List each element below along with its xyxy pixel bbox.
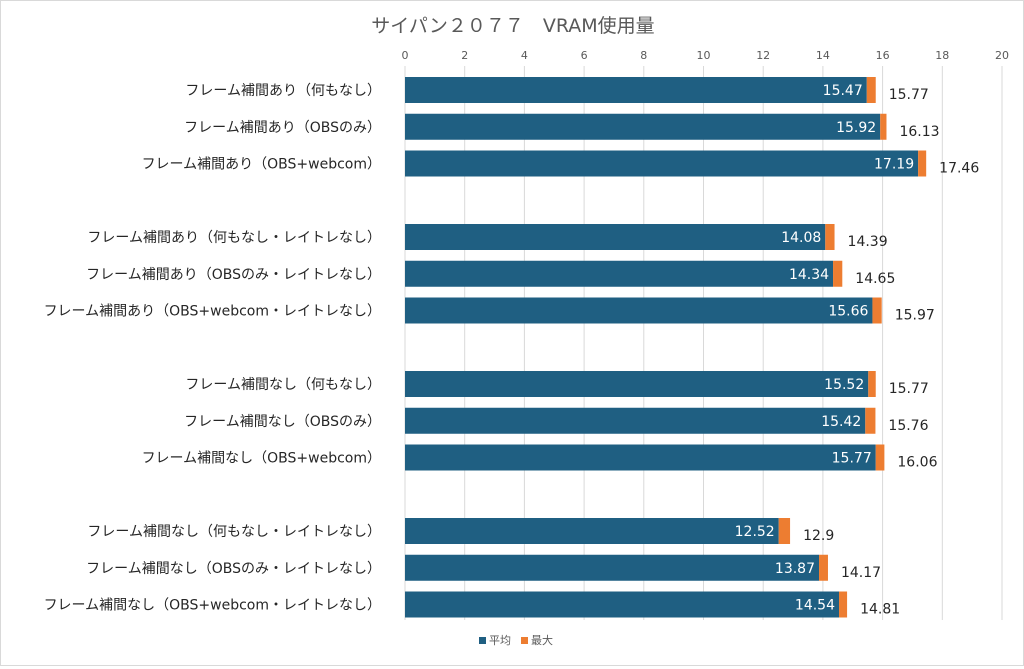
bar-max [880,113,887,140]
bar-average [405,371,869,397]
data-label-max: 16.06 [897,455,937,471]
data-label-average: 15.66 [828,304,868,320]
data-label-average: 15.92 [836,120,876,136]
x-tick-label: 0 [402,49,409,62]
bar-average [405,554,820,581]
category-label: フレーム補間あり（OBS+webcom・レイトレなし） [44,304,381,320]
bar-average [405,150,919,177]
bar-average [405,260,834,287]
legend-label-max: 最大 [531,633,553,647]
category-label: フレーム補間なし（何もなし・レイトレなし） [87,524,381,540]
bar-average [405,77,867,103]
data-label-max: 14.39 [848,234,888,250]
bar-max [778,518,791,544]
category-label: フレーム補間なし（何もなし） [185,377,381,393]
data-label-max: 15.77 [889,381,929,397]
x-tick-label: 16 [876,49,890,62]
data-label-average: 14.08 [781,230,821,246]
x-axis-ticks: 0 2 4 6 8 10 12 14 16 18 20 [402,49,1010,62]
data-label-max: 17.46 [939,161,979,177]
bar-average [405,224,826,250]
x-tick-label: 20 [995,49,1009,62]
data-label-average: 13.87 [775,561,815,577]
bar-max [872,297,882,324]
data-label-average: 15.52 [824,377,864,393]
data-label-max: 15.77 [889,87,929,103]
data-label-max: 15.76 [888,418,928,434]
x-tick-label: 10 [697,49,711,62]
category-label: フレーム補間あり（OBSのみ・レイトレなし） [86,267,381,283]
bar-max [875,444,885,471]
x-tick-label: 2 [461,49,468,62]
data-label-max: 14.65 [855,271,895,287]
x-tick-label: 18 [935,49,949,62]
data-label-average: 15.42 [821,414,861,430]
data-label-average: 15.77 [832,451,872,467]
bar-average [405,444,876,471]
category-label: フレーム補間あり（何もなし） [185,83,381,99]
bar-max [868,371,876,397]
bar-max [839,591,848,618]
category-labels: フレーム補間あり（何もなし） フレーム補間あり（OBSのみ） フレーム補間あり（OB… [44,83,381,614]
chart-title: サイパン２０７７ VRAM使用量 [371,15,654,37]
data-label-max: 14.17 [841,565,881,581]
category-label: フレーム補間なし（OBSのみ・レイトレなし） [86,561,381,577]
data-label-average: 15.47 [823,83,863,99]
category-label: フレーム補間あり（OBS+webcom） [142,157,381,173]
legend: 平均 最大 [479,633,553,647]
category-label: フレーム補間なし（OBS+webcom） [142,451,381,467]
x-tick-label: 12 [756,49,770,62]
bar-max [825,224,835,250]
category-label: フレーム補間なし（OBS+webcom・レイトレなし） [44,598,381,614]
category-label: フレーム補間あり（OBSのみ） [184,120,381,136]
data-label-average: 14.34 [789,267,829,283]
data-label-max: 12.9 [803,528,834,544]
data-label-max: 14.81 [860,602,900,618]
legend-swatch-avg [479,637,486,644]
data-label-average: 12.52 [735,524,775,540]
category-label: フレーム補間なし（OBSのみ） [184,414,381,430]
bar-max [866,77,876,103]
data-label-average: 17.19 [874,157,914,173]
data-label-max: 15.97 [895,308,935,324]
bar-average [405,297,873,324]
bar-average [405,113,881,140]
x-tick-label: 6 [581,49,588,62]
bar-average [405,591,840,618]
data-label-average: 14.54 [795,598,835,614]
bar-average [405,407,866,434]
x-tick-label: 4 [521,49,528,62]
bars: 15.47 15.77 15.92 16.13 17.19 17.46 14.08 14.39… [405,77,979,618]
bar-average [405,518,779,544]
bar-max [865,407,876,434]
x-tick-label: 14 [816,49,830,62]
category-label: フレーム補間あり（何もなし・レイトレなし） [87,230,381,246]
bar-max [819,554,828,581]
bar-max [918,150,927,177]
bar-max [833,260,843,287]
legend-label-avg: 平均 [489,634,511,647]
x-tick-label: 8 [640,49,647,62]
legend-swatch-max [521,637,528,644]
data-label-max: 16.13 [899,124,939,140]
